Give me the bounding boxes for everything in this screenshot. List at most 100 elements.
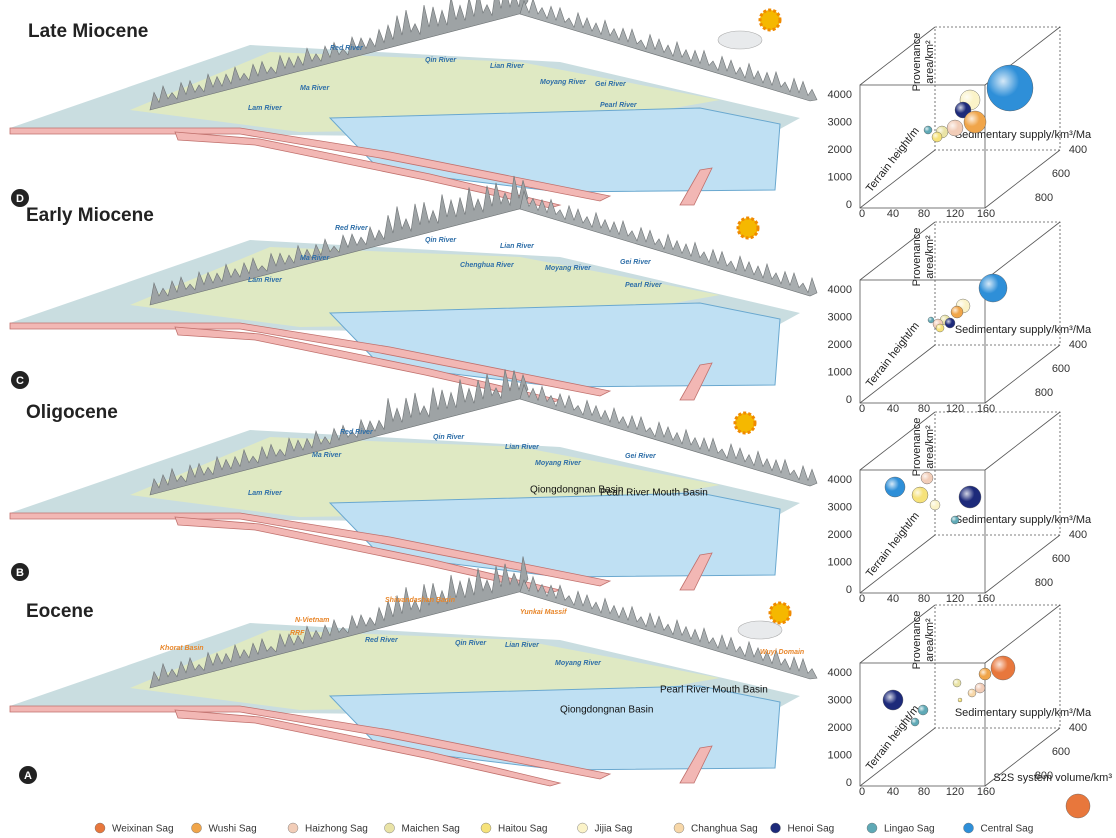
map-label: Red River — [340, 429, 374, 436]
legend-swatch — [288, 823, 298, 833]
legend-swatch — [674, 823, 684, 833]
map-label: Qin River — [425, 57, 457, 64]
z-tick-label: 0 — [846, 584, 852, 596]
x-axis-title: Sedimentary supply/km³/Ma — [955, 514, 1092, 526]
y-tick-label: 400 — [1069, 144, 1087, 156]
z-axis-title: area/km² — [924, 618, 936, 662]
map-label: Red River — [330, 45, 364, 52]
z-tick-label: 1000 — [828, 171, 852, 183]
legend-label: Haitou Sag — [498, 824, 547, 835]
map-label: Lam River — [248, 490, 283, 497]
sea — [330, 303, 780, 387]
map-label: Qin River — [455, 640, 487, 647]
x-tick-label: 80 — [918, 208, 930, 220]
z-tick-label: 0 — [846, 777, 852, 789]
bubble-shine — [951, 306, 963, 318]
map-label: Pearl River Mouth Basin — [600, 488, 708, 499]
panel-letter: A — [24, 770, 32, 782]
sun — [738, 218, 758, 238]
z-tick-label: 3000 — [828, 311, 852, 323]
y-axis-title: Terrain height/m — [864, 320, 922, 390]
panel-letter: D — [16, 193, 24, 205]
legend-label: Lingao Sag — [884, 824, 935, 835]
panel-letter: B — [16, 567, 24, 579]
legend-label: Maichen Sag — [402, 824, 460, 835]
legend-swatch — [95, 823, 105, 833]
map-label: Gei River — [595, 81, 627, 88]
sun — [760, 10, 780, 30]
x-tick-label: 160 — [977, 208, 995, 220]
y-axis-title: Terrain height/m — [864, 510, 922, 580]
bubble-shine — [964, 111, 986, 133]
z-tick-label: 3000 — [828, 116, 852, 128]
map-label: Ma River — [300, 255, 330, 262]
x-tick-label: 80 — [918, 786, 930, 798]
bubble-shine — [918, 705, 928, 715]
legend-swatch — [385, 823, 395, 833]
sea — [330, 108, 780, 192]
size-legend-label: S2S system volume/km³ — [993, 772, 1112, 784]
x-tick-label: 0 — [859, 593, 865, 605]
legend-label: Changhua Sag — [691, 824, 758, 835]
z-tick-label: 2000 — [828, 144, 852, 156]
cloud — [738, 621, 782, 639]
bubble-shine — [945, 318, 955, 328]
bubble-shine — [885, 477, 905, 497]
z-tick-label: 4000 — [828, 474, 852, 486]
z-axis-title: area/km² — [924, 425, 936, 469]
z-axis-title: Provenance — [911, 228, 923, 287]
map-label: Lam River — [248, 277, 283, 284]
bubble-shine — [883, 690, 903, 710]
map-label: Moyang River — [545, 265, 592, 272]
cube-front — [860, 663, 985, 786]
z-tick-label: 2000 — [828, 722, 852, 734]
z-tick-label: 1000 — [828, 556, 852, 568]
sea — [330, 493, 780, 577]
map-label: Moyang River — [555, 660, 602, 667]
y-tick-label: 400 — [1069, 339, 1087, 351]
map-label: Yunkai Massif — [520, 609, 567, 616]
z-tick-label: 4000 — [828, 284, 852, 296]
map-label: Ma River — [312, 452, 342, 459]
map-label: Wuyi Domain — [760, 649, 804, 656]
map-label: Qiongdongnan Basin — [560, 705, 653, 716]
z-tick-label: 2000 — [828, 339, 852, 351]
map-label: Lam River — [248, 105, 283, 112]
y-tick-label: 600 — [1052, 168, 1070, 180]
cube-edge — [985, 412, 1060, 470]
map-label: Chenghua River — [460, 262, 515, 269]
bubble-shine — [968, 689, 976, 697]
z-tick-label: 4000 — [828, 89, 852, 101]
z-axis-title: area/km² — [924, 235, 936, 279]
legend-swatch — [192, 823, 202, 833]
legend-swatch — [771, 823, 781, 833]
bubble-shine — [921, 472, 933, 484]
bubble-shine — [947, 120, 963, 136]
y-tick-label: 600 — [1052, 553, 1070, 565]
cube-edge — [985, 222, 1060, 280]
cloud — [718, 31, 762, 49]
bubble-shine — [991, 656, 1015, 680]
x-axis-title: Sedimentary supply/km³/Ma — [955, 324, 1092, 336]
bubble-shine — [987, 65, 1033, 111]
figure: Late MioceneDRed RiverQin RiverLian Rive… — [0, 0, 1116, 838]
legend-label: Henoi Sag — [788, 824, 835, 835]
z-tick-label: 2000 — [828, 529, 852, 541]
map-label: Lian River — [500, 243, 535, 250]
panel-title: Early Miocene — [26, 205, 154, 226]
sea — [330, 686, 780, 770]
x-axis-title: Sedimentary supply/km³/Ma — [955, 707, 1092, 719]
bubble-shine — [912, 487, 928, 503]
x-tick-label: 40 — [887, 403, 899, 415]
panel-letter: C — [16, 375, 24, 387]
legend-swatch — [578, 823, 588, 833]
map-label: Lian River — [505, 642, 540, 649]
map-label: Red River — [365, 637, 399, 644]
bubble-shine — [979, 668, 991, 680]
x-tick-label: 120 — [946, 593, 964, 605]
z-axis-title: Provenance — [911, 418, 923, 477]
legend-label: Jijia Sag — [595, 824, 633, 835]
y-tick-label: 400 — [1069, 529, 1087, 541]
map-label: Pearl River — [625, 282, 663, 289]
x-tick-label: 160 — [977, 403, 995, 415]
